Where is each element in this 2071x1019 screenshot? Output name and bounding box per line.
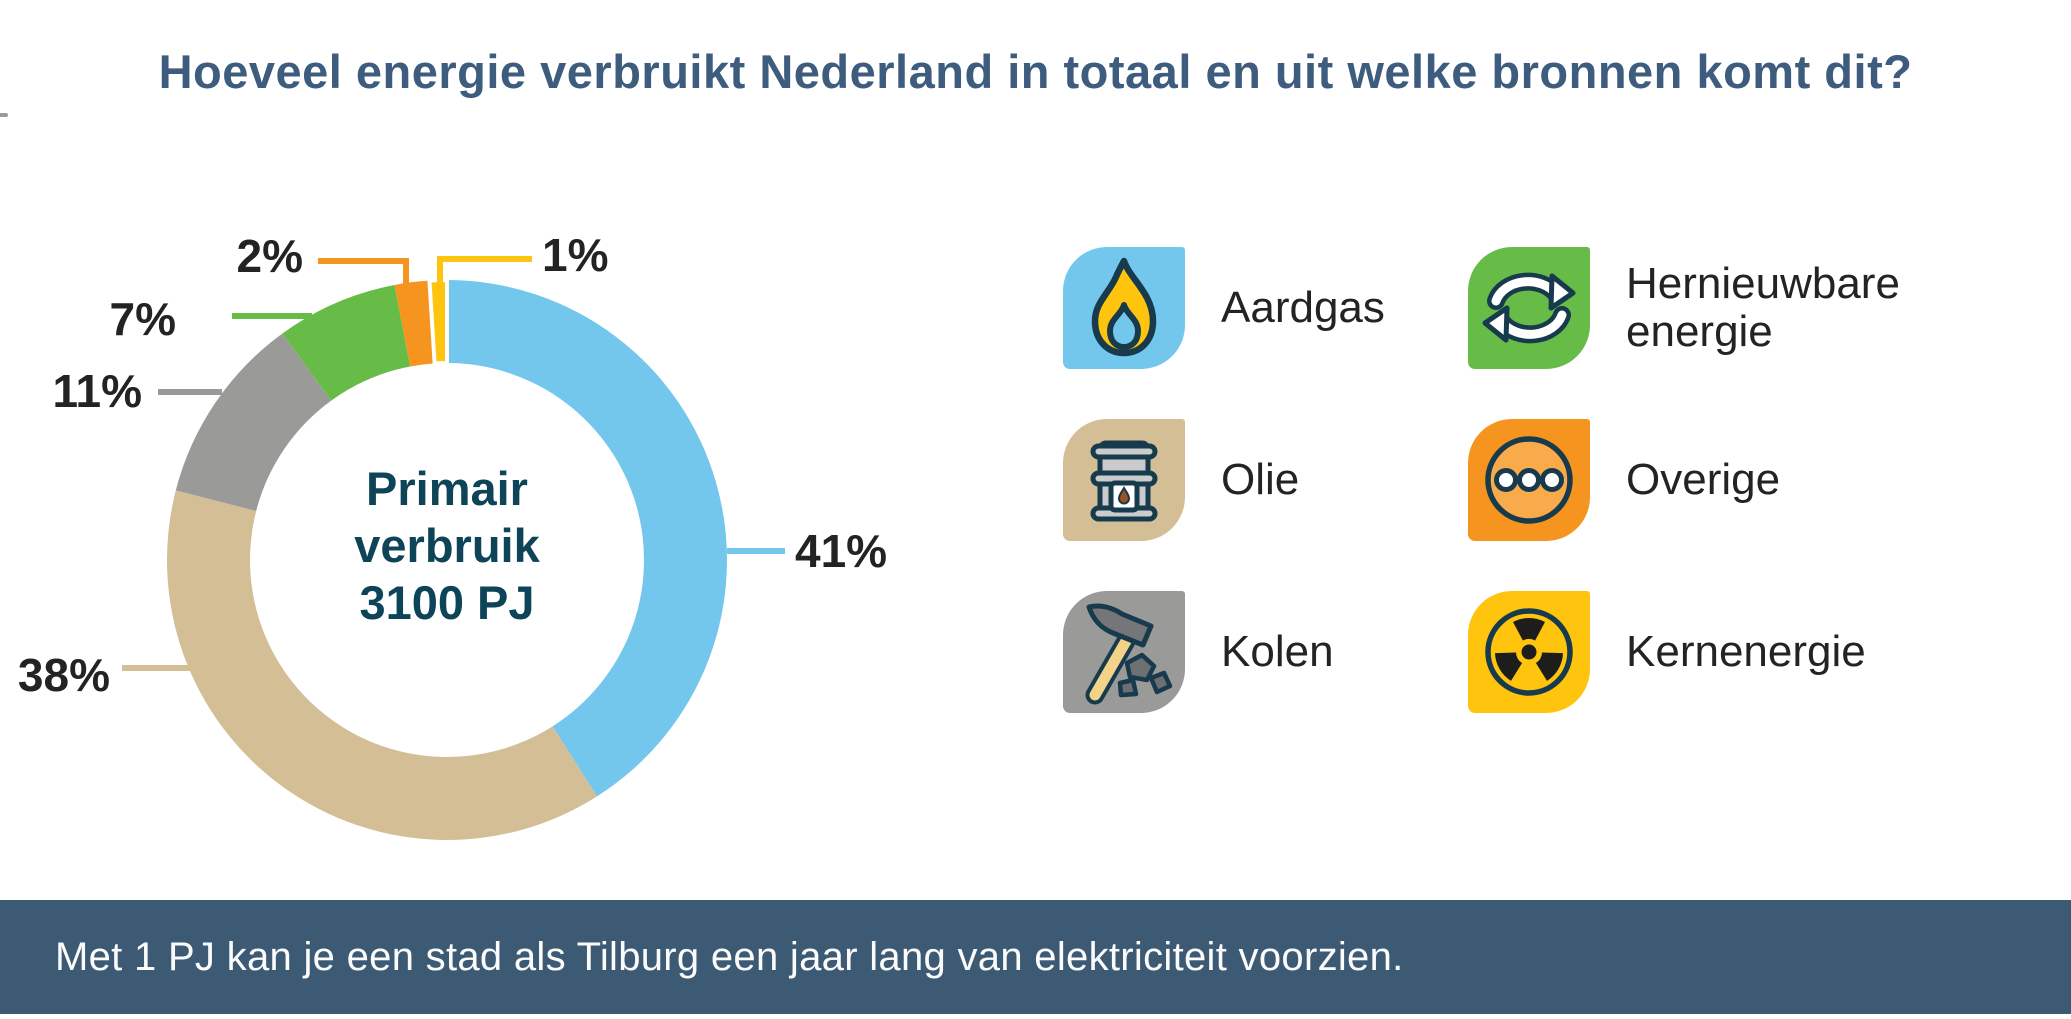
dots-icon [1468,419,1590,541]
flame-icon [1063,247,1185,369]
center-line-1: Primair [366,462,528,515]
pct-label-aardgas: 41% [795,525,887,577]
legend-label-olie: Olie [1221,455,1300,505]
legend-label-hernieuwbare-energie: Hernieuwbare energie [1626,259,1900,356]
callout-line-kernenergie [437,256,532,292]
donut-slices [167,277,727,840]
pct-label-kernenergie: 1% [542,229,608,281]
donut-slice-hernieuwbare-energie [282,284,411,401]
barrel-icon [1063,419,1185,541]
legend-item-kernenergie: Kernenergie [1468,591,1926,713]
recycle-icon [1468,247,1590,369]
legend-label-kernenergie: Kernenergie [1626,627,1866,677]
legend-item-aardgas: Aardgas [1063,247,1468,369]
legend-label-overige: Overige [1626,455,1781,505]
donut-slice-olie [167,490,598,840]
donut-slice-kolen [175,333,332,512]
pct-label-kolen: 11% [52,365,142,417]
donut-chart: 41% 38% 11% 7% 2% 1% [18,229,887,840]
pct-label-overige: 2% [237,230,303,282]
footer-band: Met 1 PJ kan je een stad als Tilburg een… [0,900,2071,1014]
legend-item-kolen: Kolen [1063,591,1468,713]
donut-slice-overige [394,280,435,367]
left-edge-mark [0,113,8,117]
donut-center-label: Primair verbruik 3100 PJ [197,460,697,631]
donut-slice-kernenergie [427,277,449,366]
legend-item-hernieuwbare-energie: Hernieuwbare energie [1468,247,1926,369]
page-title: Hoeveel energie verbruikt Nederland in t… [158,45,1913,98]
legend: Aardgas Hernieuwbare energie [1063,247,1926,763]
donut-slice-aardgas [447,280,727,797]
legend-label-kolen: Kolen [1221,627,1334,677]
center-line-3: 3100 PJ [359,576,535,629]
callout-line-overige [318,258,409,292]
legend-item-overige: Overige [1468,419,1926,541]
pct-label-hernieuwbare-energie: 7% [110,293,176,345]
pickaxe-icon [1063,591,1185,713]
donut-callouts: 41% 38% 11% 7% 2% 1% [18,229,887,701]
legend-item-olie: Olie [1063,419,1468,541]
center-line-2: verbruik [354,519,540,572]
legend-label-aardgas: Aardgas [1221,283,1385,333]
radiation-icon [1468,591,1590,713]
pct-label-olie: 38% [18,649,110,701]
footer-text: Met 1 PJ kan je een stad als Tilburg een… [55,934,1404,979]
